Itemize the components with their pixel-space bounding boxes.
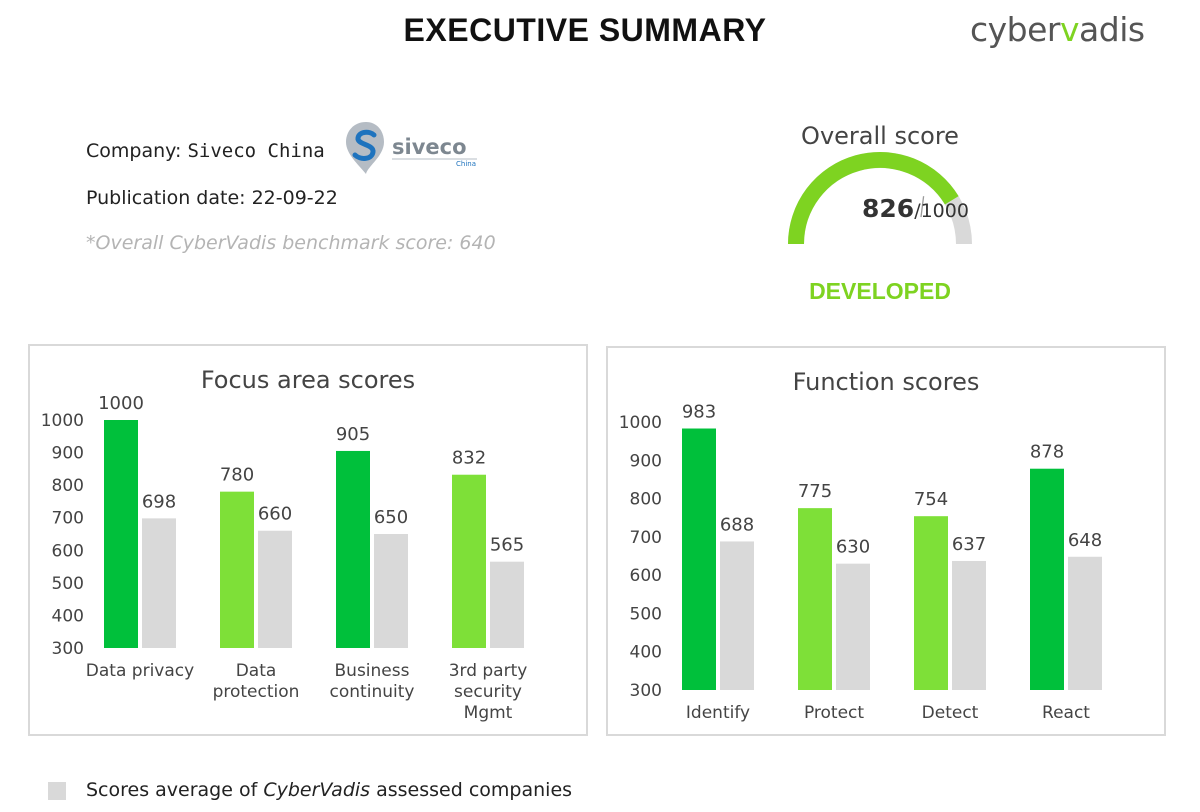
data-label: 983 <box>682 402 716 423</box>
y-tick-label: 500 <box>52 574 84 594</box>
data-label: 565 <box>490 535 524 556</box>
data-label: 650 <box>374 507 408 528</box>
score-gauge <box>788 152 972 245</box>
legend-prefix: Scores average of <box>86 779 264 801</box>
category-label: Protect <box>804 703 864 723</box>
overall-score: 826 <box>862 194 915 223</box>
bar <box>952 560 986 690</box>
data-label: 1000 <box>98 393 144 414</box>
y-tick-label: 600 <box>630 566 662 586</box>
category-label: 3rd party <box>449 661 528 681</box>
y-tick-label: 700 <box>630 528 662 548</box>
gauge-value: 826/1000 <box>862 194 969 223</box>
data-label: 832 <box>452 448 486 469</box>
bar <box>914 516 948 690</box>
bar <box>336 450 370 648</box>
bar <box>104 420 138 648</box>
bar <box>798 508 832 690</box>
y-tick-label: 700 <box>52 509 84 529</box>
siveco-logo-subtext: China <box>456 160 476 168</box>
data-label: 648 <box>1068 530 1102 551</box>
chart-title: Function scores <box>793 368 980 396</box>
chart-title: Focus area scores <box>201 366 415 394</box>
category-label: Mgmt <box>464 703 513 723</box>
data-label: 754 <box>914 489 948 510</box>
bar <box>142 518 176 648</box>
y-tick-label: 400 <box>630 643 662 663</box>
y-tick-label: 300 <box>630 681 662 701</box>
y-tick-label: 1000 <box>41 411 84 431</box>
y-tick-label: 800 <box>630 490 662 510</box>
bar <box>720 541 754 690</box>
brand-v: v <box>1060 10 1080 49</box>
cybervadis-logo: cybervadis <box>970 10 1145 49</box>
data-label: 637 <box>952 534 986 555</box>
focus-area-panel: Focus area scores 1000 900 800 700 600 500 400 3… <box>28 344 588 736</box>
y-tick-label: 600 <box>52 541 84 561</box>
bar <box>220 491 254 648</box>
y-tick-label: 300 <box>52 639 84 659</box>
data-label: 775 <box>798 481 832 502</box>
siveco-logo: siveco China <box>346 122 477 174</box>
siveco-pin-icon <box>346 122 384 174</box>
y-tick-label: 400 <box>52 606 84 626</box>
category-label: protection <box>213 682 300 702</box>
function-panel: Function scores 1000 900 800 700 600 500 400 300… <box>606 346 1166 736</box>
brand-left: cyber <box>970 10 1061 49</box>
data-label: 878 <box>1030 442 1064 463</box>
data-label: 688 <box>720 514 754 535</box>
focus-area-chart: Focus area scores 1000 900 800 700 600 500 400 3… <box>41 366 528 723</box>
maturity-rating: DEVELOPED <box>809 278 951 304</box>
category-label: React <box>1042 703 1090 723</box>
bar <box>1068 556 1102 690</box>
legend-brand: CyberVadis <box>263 779 371 801</box>
data-label: 630 <box>836 537 870 558</box>
category-label: Business <box>335 661 410 681</box>
bar <box>1030 468 1064 690</box>
legend-suffix: assessed companies <box>370 779 573 801</box>
category-label: Detect <box>922 703 979 723</box>
data-label: 660 <box>258 504 292 525</box>
y-tick-label: 900 <box>630 451 662 471</box>
benchmark-score: *Overall CyberVadis benchmark score: 640 <box>86 232 496 254</box>
legend-swatch <box>48 782 66 800</box>
data-label: 780 <box>220 465 254 486</box>
category-label: continuity <box>330 682 415 702</box>
bar <box>490 561 524 648</box>
gauge-title: Overall score <box>801 122 959 150</box>
category-label: Identify <box>686 703 750 723</box>
bar <box>452 474 486 648</box>
company-name: Siveco China <box>187 140 325 162</box>
brand-right: adis <box>1079 10 1145 49</box>
category-label: Data privacy <box>86 661 194 681</box>
bar <box>682 428 716 690</box>
siveco-logo-text: siveco <box>392 135 467 159</box>
y-tick-label: 1000 <box>619 413 662 433</box>
bar <box>258 530 292 648</box>
publication-date: Publication date: 22-09-22 <box>86 187 338 209</box>
gauge-needle <box>920 196 925 218</box>
y-tick-label: 500 <box>630 604 662 624</box>
function-chart: Function scores 1000 900 800 700 600 500 400 300… <box>619 368 1102 723</box>
category-label: Data <box>236 661 277 681</box>
legend-text: Scores average of CyberVadis assessed co… <box>86 779 572 801</box>
bar <box>374 534 408 648</box>
y-tick-label: 900 <box>52 444 84 464</box>
score-max: /1000 <box>914 200 969 222</box>
company-label: Company: <box>86 140 188 162</box>
page-title: EXECUTIVE SUMMARY <box>403 12 767 48</box>
category-label: security <box>454 682 522 702</box>
data-label: 905 <box>336 424 370 445</box>
y-tick-label: 800 <box>52 476 84 496</box>
data-label: 698 <box>142 491 176 512</box>
gauge-fill <box>788 152 959 245</box>
siveco-s-icon <box>352 129 377 161</box>
company-line: Company: Siveco China <box>86 140 325 162</box>
bar <box>836 563 870 690</box>
